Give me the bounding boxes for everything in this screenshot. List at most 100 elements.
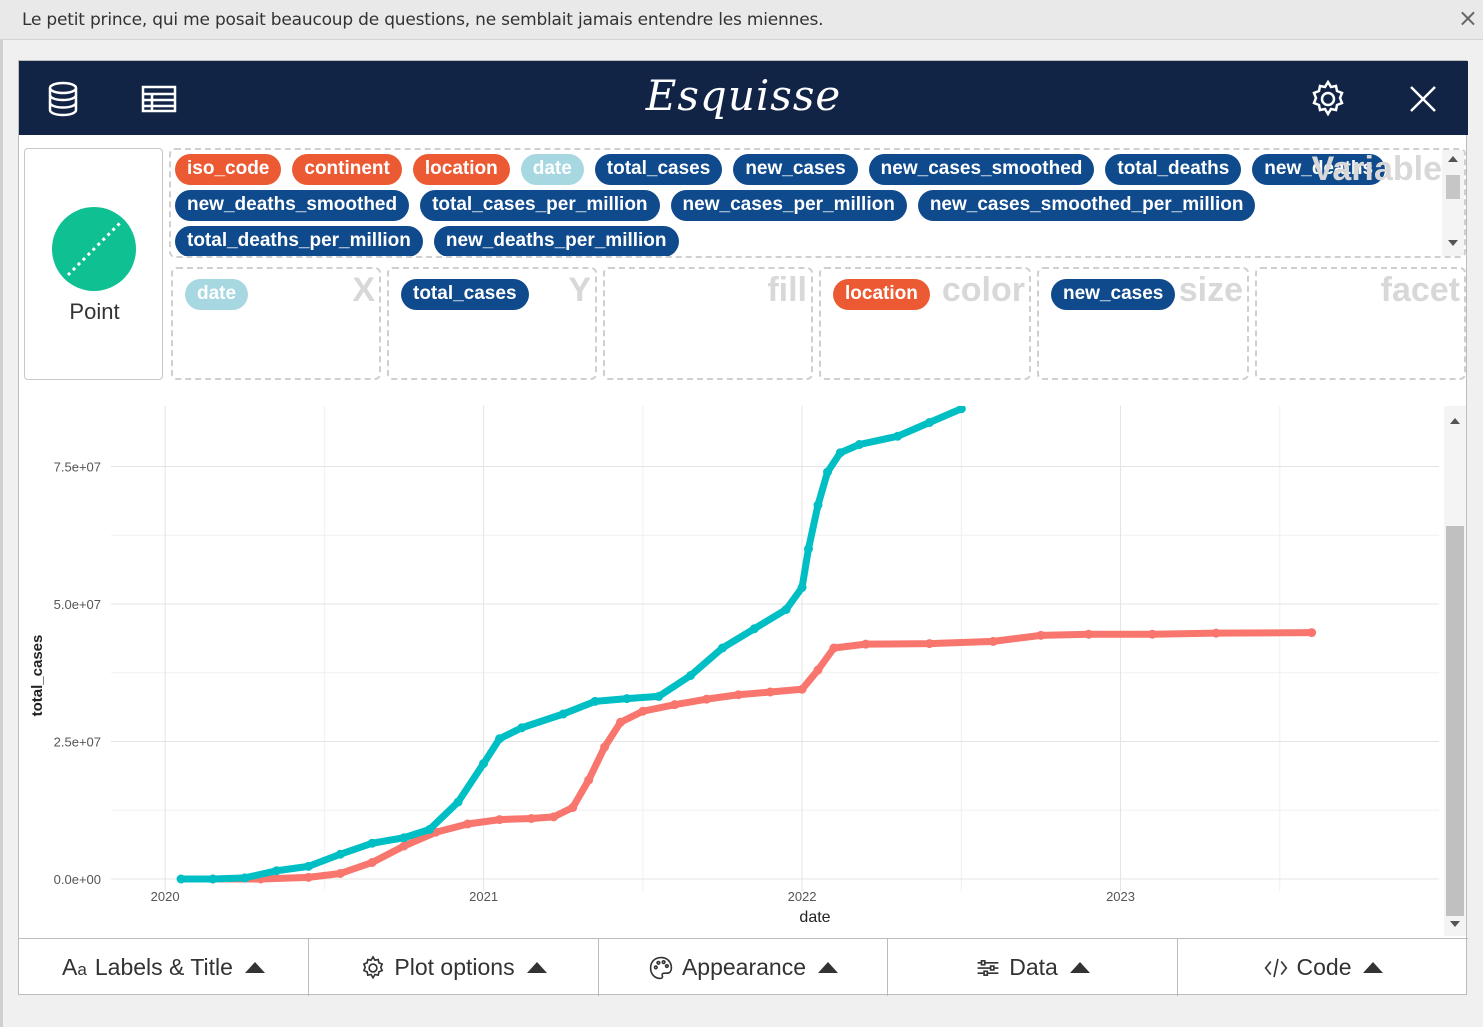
dropzone-size-label: size [1178,271,1243,309]
variable-pill-total-deaths[interactable]: total_deaths [1105,154,1242,185]
caret-up-icon [1069,962,1090,973]
scroll-down-icon[interactable] [1448,240,1458,246]
dropzone-facet[interactable]: facet [1255,267,1466,380]
plot-scroll-up-icon[interactable] [1450,418,1460,424]
plot-scroll-thumb[interactable] [1446,526,1464,916]
data-point-salmon [861,639,871,649]
data-point-teal [240,873,250,883]
dropzone-size[interactable]: new_cases size [1037,267,1249,380]
variable-pill-location[interactable]: location [412,154,510,185]
variable-pill-new-deaths-smoothed[interactable]: new_deaths_smoothed [175,190,410,221]
dropzone-y-value[interactable]: total_cases [401,279,529,310]
code-button[interactable]: Code [1178,939,1468,996]
variable-pill-new-cases-smoothed-per-million[interactable]: new_cases_smoothed_per_million [917,190,1256,221]
data-point-salmon [1211,628,1221,638]
close-icon[interactable] [1403,79,1443,119]
data-point-teal [208,874,218,884]
notification-close-icon[interactable]: × [1457,4,1478,32]
geom-label: Point [69,299,120,324]
dropzone-x-label: X [352,271,375,309]
dropzone-size-value[interactable]: new_cases [1051,279,1176,310]
window-edge [0,40,3,1027]
variable-pill-new-cases-smoothed[interactable]: new_cases_smoothed [868,154,1095,185]
data-point-salmon [638,706,648,716]
x-tick-label: 2022 [788,889,817,904]
y-tick-label: 2.5e+07 [54,735,101,750]
notification-text: Le petit prince, qui me posait beaucoup … [22,10,824,30]
labels-title-label: Labels & Title [94,954,233,980]
data-point-salmon [1036,630,1046,640]
variable-pill-total-deaths-per-million[interactable]: total_deaths_per_million [175,226,423,256]
data-point-salmon [670,700,680,710]
dropzone-color[interactable]: location color [819,267,1031,380]
plot-options-button[interactable]: Plot options [309,939,599,996]
plot-area: 2020 2021 2022 2023 0.0e+00 2.5e+07 5.0e+07 7.5… [29,406,1439,926]
x-tick-label: 2020 [151,889,180,904]
data-point-teal [517,723,527,733]
caret-up-icon [526,962,547,973]
data-button[interactable]: Data [888,939,1178,996]
appearance-button[interactable]: Appearance [599,939,888,996]
geom-selector[interactable]: Point [24,148,163,380]
scroll-thumb[interactable] [1446,175,1460,199]
variable-pill-new-cases-per-million[interactable]: new_cases_per_million [670,190,907,221]
data-point-salmon [463,819,473,829]
variable-watermark: Variable [1311,150,1442,188]
data-point-salmon [399,841,409,851]
dropzone-y[interactable]: total_cases Y [387,267,597,380]
data-point-salmon [568,803,578,812]
variable-pill-total-cases[interactable]: total_cases [594,154,723,185]
data-point-teal [495,734,505,744]
sliders-icon [977,959,999,976]
data-point-salmon [765,687,775,697]
data-point-teal [854,440,864,449]
data-point-teal [335,849,345,859]
variable-pill-total-cases-per-million[interactable]: total_cases_per_million [420,190,660,221]
data-point-salmon [797,684,807,694]
data-point-salmon [584,775,594,785]
data-point-teal [654,691,664,701]
data-point-salmon [495,815,505,825]
variable-pill-iso-code[interactable]: iso_code [175,154,282,185]
data-point-salmon [1147,629,1157,639]
labels-title-button[interactable]: Aa Labels & Title [19,939,309,996]
scroll-up-icon[interactable] [1448,156,1458,162]
variable-pill-new-cases[interactable]: new_cases [733,154,858,185]
code-icon [1264,958,1287,977]
appearance-label: Appearance [681,954,807,980]
app-title: Esquisse [645,71,842,120]
database-icon[interactable] [43,79,83,119]
variable-pill-date[interactable]: date [520,154,584,185]
data-point-salmon [616,717,626,727]
plot-scroll-down-icon[interactable] [1450,921,1460,927]
dropzone-fill[interactable]: fill [603,267,813,380]
gear-icon[interactable] [1308,79,1348,119]
variable-pill-continent[interactable]: continent [292,154,402,185]
dropzone-fill-label: fill [767,271,807,309]
data-point-salmon [924,639,934,649]
data-point-salmon [526,814,536,823]
table-icon[interactable] [139,79,179,119]
data-label: Data [1009,954,1058,980]
data-point-teal [956,406,966,414]
dropzone-x[interactable]: date X [171,267,381,380]
variable-pill-new-deaths-per-million[interactable]: new_deaths_per_million [433,226,679,256]
plot-scrollbar[interactable] [1444,406,1466,936]
data-point-teal [272,866,282,876]
dropzone-facet-label: facet [1380,271,1460,309]
variable-pill-new-deaths[interactable]: new_deaths [1252,154,1386,185]
data-point-teal [803,544,813,554]
data-point-salmon [335,869,345,878]
variable-scrollbar[interactable] [1442,150,1464,256]
data-point-teal [717,643,727,653]
variable-pills: iso_code continent location date total_cases… [175,154,1445,256]
caret-up-icon [244,962,265,973]
data-point-salmon [367,858,377,867]
dropzone-x-value[interactable]: date [185,279,249,310]
data-point-salmon [600,742,610,752]
data-point-teal [781,605,791,614]
bottom-controls: Aa Labels & Title Plot options Appearanc… [19,938,1468,996]
data-point-teal [924,418,934,427]
dropzone-color-value[interactable]: location [833,279,930,310]
variable-list: iso_code continent location date total_cases… [169,148,1466,258]
